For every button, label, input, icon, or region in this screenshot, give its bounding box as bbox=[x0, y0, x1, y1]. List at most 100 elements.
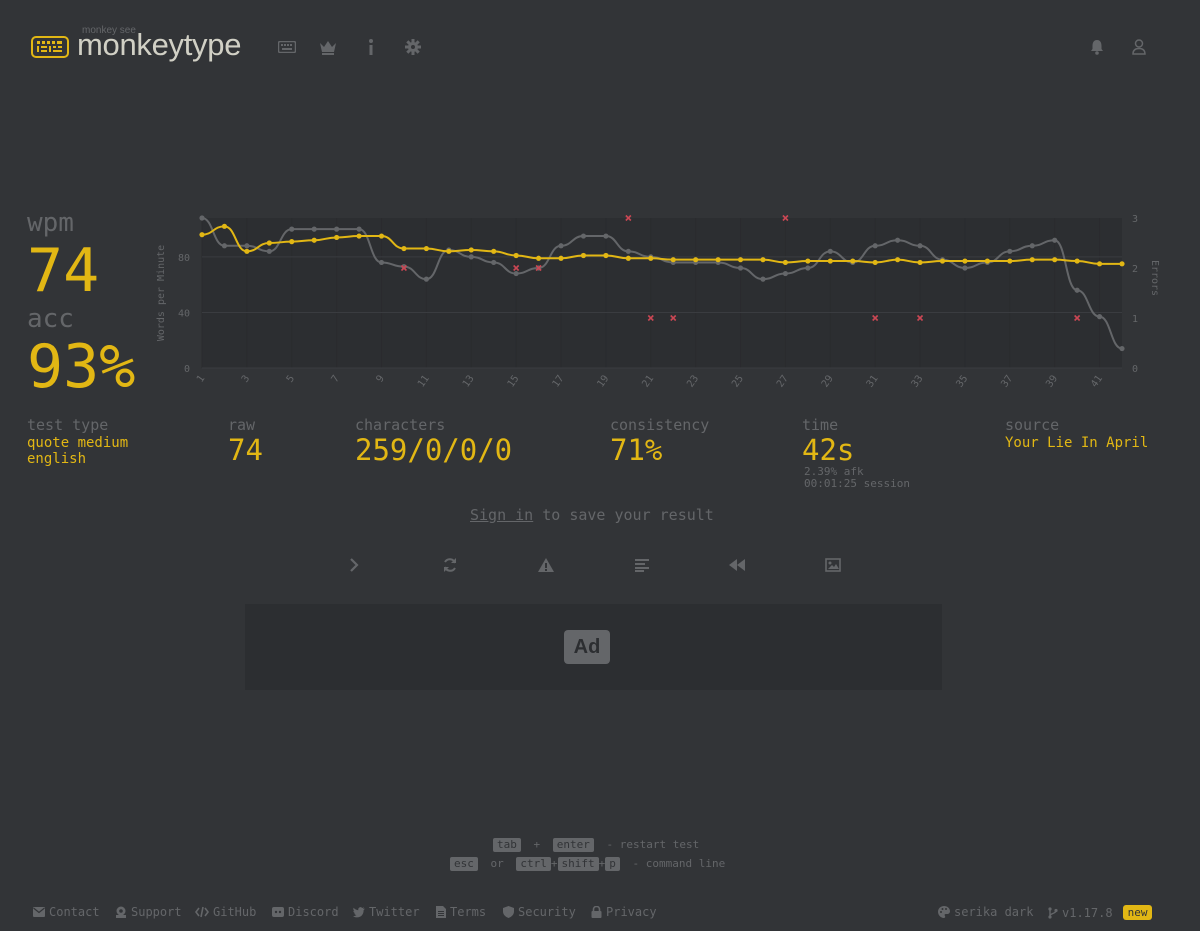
chart-point-wpm bbox=[715, 257, 721, 263]
chart-x-tick-label: 3 bbox=[240, 373, 252, 384]
chart-point-wpm bbox=[693, 257, 699, 263]
footer-version[interactable]: v1.17.8 new bbox=[1048, 905, 1153, 920]
consistency-value: 71% bbox=[610, 433, 663, 467]
info-icon[interactable] bbox=[361, 37, 381, 57]
words-history-icon[interactable] bbox=[632, 555, 652, 575]
chart-x-tick-label: 39 bbox=[1044, 373, 1060, 389]
afk-text: 2.39% afk bbox=[804, 465, 864, 478]
chart-point-raw bbox=[401, 264, 407, 270]
chart-point-raw bbox=[895, 237, 901, 243]
tab-key: tab bbox=[493, 838, 521, 852]
p-key: p bbox=[605, 857, 620, 871]
ad-container[interactable]: Ad bbox=[245, 604, 942, 690]
bell-icon[interactable] bbox=[1087, 37, 1107, 57]
chart-point-raw bbox=[760, 276, 766, 282]
session-text: 00:01:25 session bbox=[804, 477, 910, 490]
chart-point-wpm bbox=[827, 258, 833, 264]
report-icon[interactable] bbox=[536, 555, 556, 575]
chart-point-wpm bbox=[1029, 257, 1035, 263]
chart-point-wpm bbox=[289, 239, 295, 245]
chart-y2-tick-label: 2 bbox=[1132, 264, 1138, 275]
chart-error-mark bbox=[625, 214, 632, 222]
footer-theme[interactable]: serika dark bbox=[938, 905, 1033, 919]
footer-support[interactable]: Support bbox=[115, 905, 182, 919]
chart-point-raw bbox=[625, 248, 631, 254]
chart-point-wpm bbox=[1007, 258, 1013, 264]
chart-point-wpm bbox=[939, 258, 946, 264]
restart-icon[interactable] bbox=[440, 555, 460, 575]
twitter-icon bbox=[353, 906, 365, 917]
chart-point-wpm bbox=[221, 223, 228, 229]
signin-link[interactable]: Sign in bbox=[470, 506, 534, 524]
chart-error-mark bbox=[670, 314, 677, 322]
chart-x-tick-label: 13 bbox=[461, 373, 477, 389]
logo-keyboard-icon[interactable] bbox=[31, 36, 69, 58]
footer-terms[interactable]: Terms bbox=[436, 905, 486, 919]
screenshot-icon[interactable] bbox=[823, 555, 843, 575]
chart-error-mark bbox=[872, 314, 879, 322]
source-label: source bbox=[1005, 416, 1060, 434]
chart-point-wpm bbox=[266, 240, 272, 246]
next-test-icon[interactable] bbox=[344, 555, 364, 575]
esc-key: esc bbox=[450, 857, 478, 871]
footer-contact-label: Contact bbox=[49, 905, 100, 919]
chart-point-raw bbox=[311, 226, 317, 232]
envelope-icon bbox=[33, 907, 45, 917]
chart-point-wpm bbox=[1096, 261, 1103, 267]
keyboard-icon[interactable] bbox=[277, 37, 297, 57]
chart-x-tick-label: 25 bbox=[730, 373, 746, 389]
wpm-label: wpm bbox=[27, 208, 74, 238]
chart-point-wpm bbox=[446, 248, 452, 254]
footer-security-label: Security bbox=[518, 905, 576, 919]
footer-discord[interactable]: Discord bbox=[272, 905, 339, 919]
donate-icon bbox=[116, 906, 126, 918]
header: monkey see monkeytype bbox=[0, 0, 1200, 92]
replay-icon[interactable] bbox=[727, 555, 747, 575]
footer-theme-label: serika dark bbox=[954, 905, 1034, 919]
shield-icon bbox=[503, 906, 514, 918]
user-icon[interactable] bbox=[1129, 37, 1149, 57]
chart-point-wpm bbox=[1074, 258, 1080, 264]
wpm-value: 74 bbox=[27, 236, 100, 306]
footer-twitter-label: Twitter bbox=[369, 905, 420, 919]
chart-point-raw bbox=[289, 226, 295, 232]
chart-point-raw bbox=[962, 265, 968, 271]
test-type-value-line2: english bbox=[27, 451, 87, 467]
chart-point-raw bbox=[378, 259, 385, 266]
footer-github[interactable]: GitHub bbox=[195, 905, 256, 919]
chart-point-raw bbox=[221, 243, 228, 249]
raw-label: raw bbox=[228, 416, 256, 434]
chart-point-wpm bbox=[917, 259, 923, 266]
footer-security[interactable]: Security bbox=[503, 905, 576, 919]
footer-twitter[interactable]: Twitter bbox=[353, 905, 420, 919]
chart-point-raw bbox=[558, 243, 564, 249]
new-badge: new bbox=[1122, 905, 1153, 920]
chart-point-wpm bbox=[760, 257, 766, 263]
source-value[interactable]: Your Lie In April bbox=[1005, 435, 1149, 451]
footer-privacy[interactable]: Privacy bbox=[591, 905, 657, 919]
logo-subtitle: monkey see bbox=[82, 25, 136, 36]
chart-point-wpm bbox=[805, 258, 811, 264]
chart-x-tick-label: 15 bbox=[506, 373, 522, 389]
chart-point-wpm bbox=[1052, 257, 1058, 263]
chart-y-tick-label: 40 bbox=[178, 308, 190, 319]
chart-point-raw bbox=[1074, 287, 1080, 293]
command-line-hint: esc or ctrl + shift + p - command line bbox=[450, 857, 725, 871]
chart-error-mark bbox=[782, 214, 789, 222]
chart-point-wpm bbox=[244, 248, 250, 254]
plus-sign: + bbox=[533, 838, 541, 851]
chart-x-tick-label: 37 bbox=[999, 373, 1015, 389]
footer-support-label: Support bbox=[131, 905, 182, 919]
characters-value: 259/0/0/0 bbox=[355, 433, 513, 467]
chart-point-raw bbox=[580, 233, 587, 239]
shift-key: shift bbox=[557, 857, 599, 871]
chart-y-tick-label: 0 bbox=[184, 364, 190, 375]
chart-error-mark bbox=[400, 264, 408, 272]
footer-contact[interactable]: Contact bbox=[33, 905, 100, 919]
logo-title[interactable]: monkeytype bbox=[77, 27, 242, 62]
gear-icon[interactable] bbox=[403, 37, 423, 57]
chart-point-raw bbox=[872, 243, 878, 249]
chart-x-tick-label: 5 bbox=[285, 373, 297, 384]
crown-icon[interactable] bbox=[318, 37, 338, 57]
